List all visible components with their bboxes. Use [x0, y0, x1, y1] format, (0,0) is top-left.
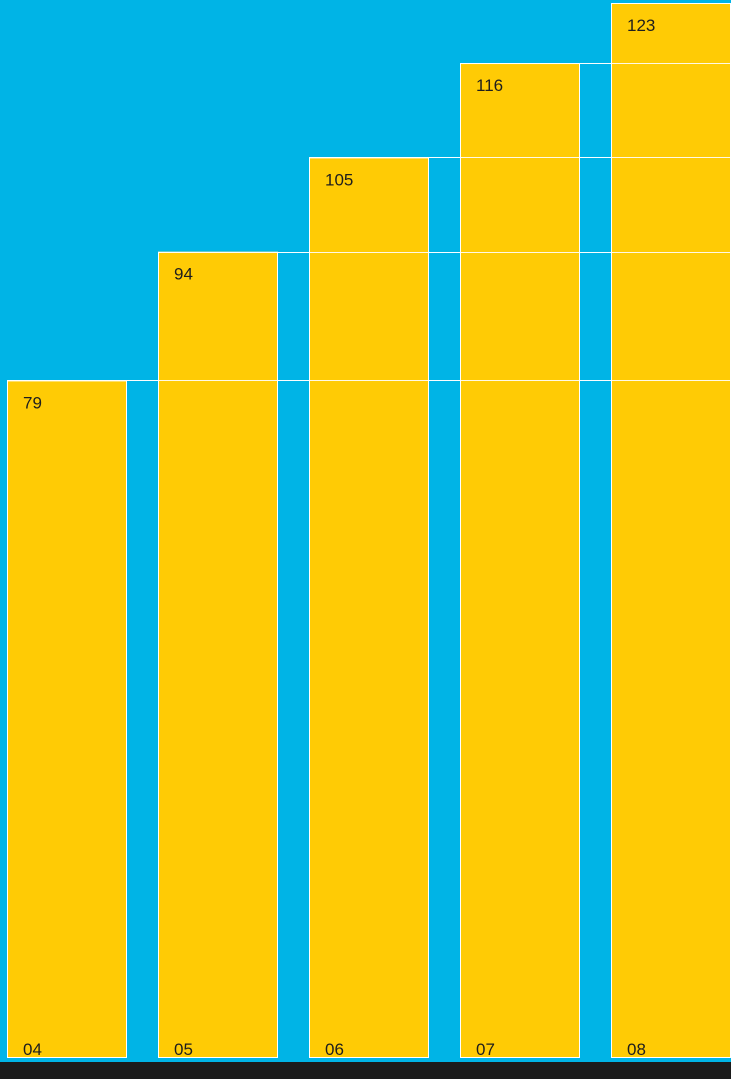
bar-08: [611, 3, 731, 1058]
category-label-07: 07: [476, 1040, 495, 1059]
labels: 79 04 94 05 105 06 116 07 123 08: [23, 16, 655, 1059]
bar-06: [309, 157, 429, 1058]
value-label-06: 105: [325, 170, 353, 189]
bar-04: [7, 380, 127, 1058]
bar-07: [460, 63, 580, 1058]
value-label-08: 123: [627, 16, 655, 35]
bars: [7, 3, 731, 1059]
gridline-overlay: [7, 63, 731, 381]
value-label-07: 116: [476, 76, 503, 95]
value-label-04: 79: [23, 393, 42, 412]
bottom-band: [0, 1062, 731, 1079]
value-label-05: 94: [174, 265, 193, 284]
category-label-08: 08: [627, 1040, 646, 1059]
category-label-04: 04: [23, 1040, 42, 1059]
category-label-06: 06: [325, 1040, 344, 1059]
bar-05: [158, 251, 278, 1058]
category-label-05: 05: [174, 1040, 193, 1059]
